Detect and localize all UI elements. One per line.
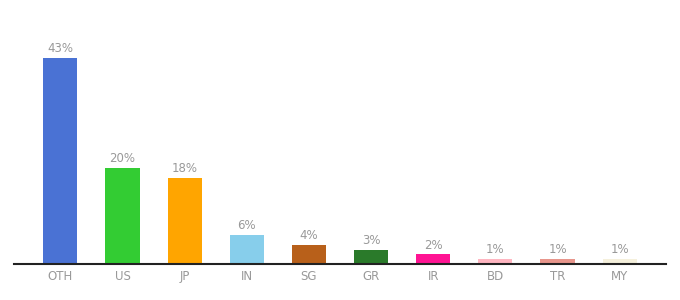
Bar [416, 254, 450, 264]
Bar [44, 58, 78, 264]
Bar [354, 250, 388, 264]
Text: 43%: 43% [48, 42, 73, 55]
Text: 3%: 3% [362, 234, 380, 247]
Text: 1%: 1% [548, 243, 567, 256]
Bar [541, 259, 575, 264]
Bar [105, 168, 139, 264]
Bar [292, 245, 326, 264]
Bar [167, 178, 202, 264]
Text: 1%: 1% [611, 243, 629, 256]
Text: 4%: 4% [300, 229, 318, 242]
Bar [230, 235, 264, 264]
Text: 18%: 18% [171, 162, 198, 175]
Text: 6%: 6% [237, 219, 256, 232]
Bar [478, 259, 513, 264]
Text: 1%: 1% [486, 243, 505, 256]
Text: 2%: 2% [424, 238, 443, 251]
Text: 20%: 20% [109, 152, 135, 165]
Bar [602, 259, 636, 264]
